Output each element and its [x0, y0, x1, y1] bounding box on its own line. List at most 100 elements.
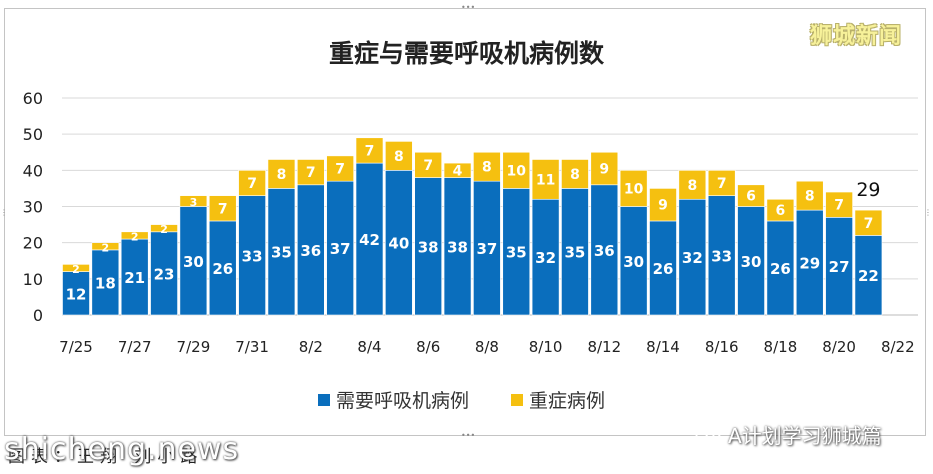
- data-label-ventilator: 38: [418, 238, 439, 256]
- wechat-account-name: A计划学习狮城篇: [728, 424, 882, 448]
- bar-ventilator: [62, 271, 90, 316]
- x-tick-label: 7/25: [59, 338, 93, 356]
- data-label-severe: 2: [160, 223, 168, 236]
- x-tick-label: 8/2: [299, 338, 323, 356]
- legend-swatch-blue: [318, 393, 330, 406]
- data-label-severe: 7: [306, 165, 316, 181]
- bar-severe: [825, 191, 853, 218]
- legend-item-ventilator: 需要呼吸机病例: [318, 386, 469, 413]
- annotations: 29: [856, 179, 880, 201]
- x-axis: 7/25 7/27 7/29 7/31 8/2 8/4 8/6 8/8 8/10 8/12 8/14…: [59, 338, 914, 356]
- x-tick-label: 8/22: [881, 338, 915, 356]
- resize-handle-bottom[interactable]: •••: [461, 431, 476, 440]
- bar-severe: [502, 151, 531, 189]
- data-label-severe: 8: [482, 160, 492, 176]
- x-tick-label: 7/31: [235, 338, 269, 356]
- data-label-severe: 8: [570, 167, 580, 183]
- data-label-ventilator: 18: [95, 274, 116, 292]
- data-label-severe: 8: [394, 149, 404, 165]
- data-label-ventilator: 35: [506, 244, 527, 262]
- data-label-severe: 9: [658, 198, 668, 214]
- bar-ventilator: [766, 220, 795, 316]
- data-label-severe: 7: [864, 216, 874, 232]
- data-label-severe: 7: [218, 201, 228, 217]
- bar-ventilator: [795, 209, 824, 316]
- bar-severe: [590, 151, 619, 186]
- chart-title: 重症与需要呼吸机病例数: [328, 39, 604, 68]
- data-label-ventilator: 30: [623, 253, 644, 271]
- legend-swatch-yellow: [511, 393, 524, 406]
- data-label-severe: 6: [776, 203, 786, 219]
- bar-severe: [120, 231, 149, 240]
- bar-ventilator: [707, 195, 736, 316]
- data-label-ventilator: 26: [770, 260, 791, 278]
- legend: 需要呼吸机病例 重症病例: [318, 386, 605, 413]
- bar-severe: [385, 141, 413, 171]
- data-label-severe: 10: [624, 181, 644, 197]
- data-label-severe: 10: [507, 163, 527, 179]
- bar-severe: [414, 151, 443, 178]
- data-label-severe: 4: [453, 163, 463, 179]
- y-tick-label: 60: [23, 89, 43, 108]
- bar-severe: [238, 170, 266, 196]
- data-label-ventilator: 35: [271, 244, 292, 262]
- data-label-ventilator: 30: [741, 253, 762, 271]
- data-label-ventilator: 29: [799, 255, 820, 273]
- bar-ventilator: [296, 184, 325, 316]
- bar-severe: [267, 159, 296, 189]
- bar-ventilator: [825, 217, 853, 316]
- bar-severe: [737, 184, 765, 207]
- x-tick-label: 8/20: [822, 338, 856, 356]
- data-label-severe: 8: [805, 189, 815, 205]
- bar-ventilator: [590, 184, 619, 316]
- watermark-logo-text: 狮城新闻: [810, 24, 903, 49]
- data-label-ventilator: 22: [858, 267, 879, 285]
- y-tick-label: 50: [23, 125, 43, 144]
- wechat-icon: [695, 424, 721, 445]
- bar-severe: [531, 159, 560, 200]
- bar-severe: [854, 209, 883, 236]
- data-label-ventilator: 38: [447, 238, 468, 256]
- x-tick-label: 8/8: [475, 338, 499, 356]
- bar-ventilator: [443, 177, 472, 316]
- resize-handle-left[interactable]: ⋮: [0, 208, 8, 217]
- data-label-severe: 2: [102, 241, 110, 254]
- bar-severe: [208, 195, 237, 222]
- data-label-severe: 2: [131, 230, 139, 243]
- bar-ventilator: [502, 188, 531, 316]
- bar-ventilator: [561, 188, 589, 316]
- data-label-ventilator: 36: [300, 242, 321, 260]
- y-tick-label: 0: [33, 306, 43, 325]
- x-tick-label: 8/10: [529, 338, 563, 356]
- bar-ventilator: [150, 231, 178, 316]
- data-label-ventilator: 12: [66, 285, 87, 303]
- data-label-ventilator: 26: [653, 260, 674, 278]
- y-tick-label: 10: [23, 270, 43, 289]
- data-label-severe: 11: [536, 172, 555, 188]
- bar-severe: [473, 151, 501, 182]
- legend-label-severe: 重症病例: [529, 390, 606, 412]
- data-label-severe: 7: [717, 176, 727, 192]
- data-label-severe: 7: [423, 158, 433, 174]
- data-label-severe: 2: [72, 263, 80, 276]
- resize-handle-right[interactable]: ⋮: [924, 208, 932, 217]
- data-label-severe: 7: [247, 176, 257, 192]
- data-label-ventilator: 21: [124, 269, 145, 287]
- resize-handle-top[interactable]: •••: [461, 3, 476, 12]
- y-tick-label: 20: [23, 234, 43, 253]
- bar-severe: [619, 170, 648, 207]
- x-tick-label: 8/6: [416, 338, 440, 356]
- legend-label-ventilator: 需要呼吸机病例: [336, 390, 470, 412]
- data-label-severe: 8: [687, 178, 697, 194]
- y-tick-label: 30: [23, 198, 43, 217]
- data-label-severe: 3: [190, 196, 198, 209]
- bar-severe: [649, 188, 677, 222]
- x-tick-label: 8/4: [357, 338, 381, 356]
- data-label-severe: 7: [365, 143, 375, 159]
- data-label-ventilator: 37: [476, 240, 497, 258]
- x-tick-label: 8/18: [764, 338, 798, 356]
- bar-ventilator: [649, 220, 677, 316]
- bar-severe: [678, 170, 707, 200]
- data-label-ventilator: 40: [388, 235, 409, 253]
